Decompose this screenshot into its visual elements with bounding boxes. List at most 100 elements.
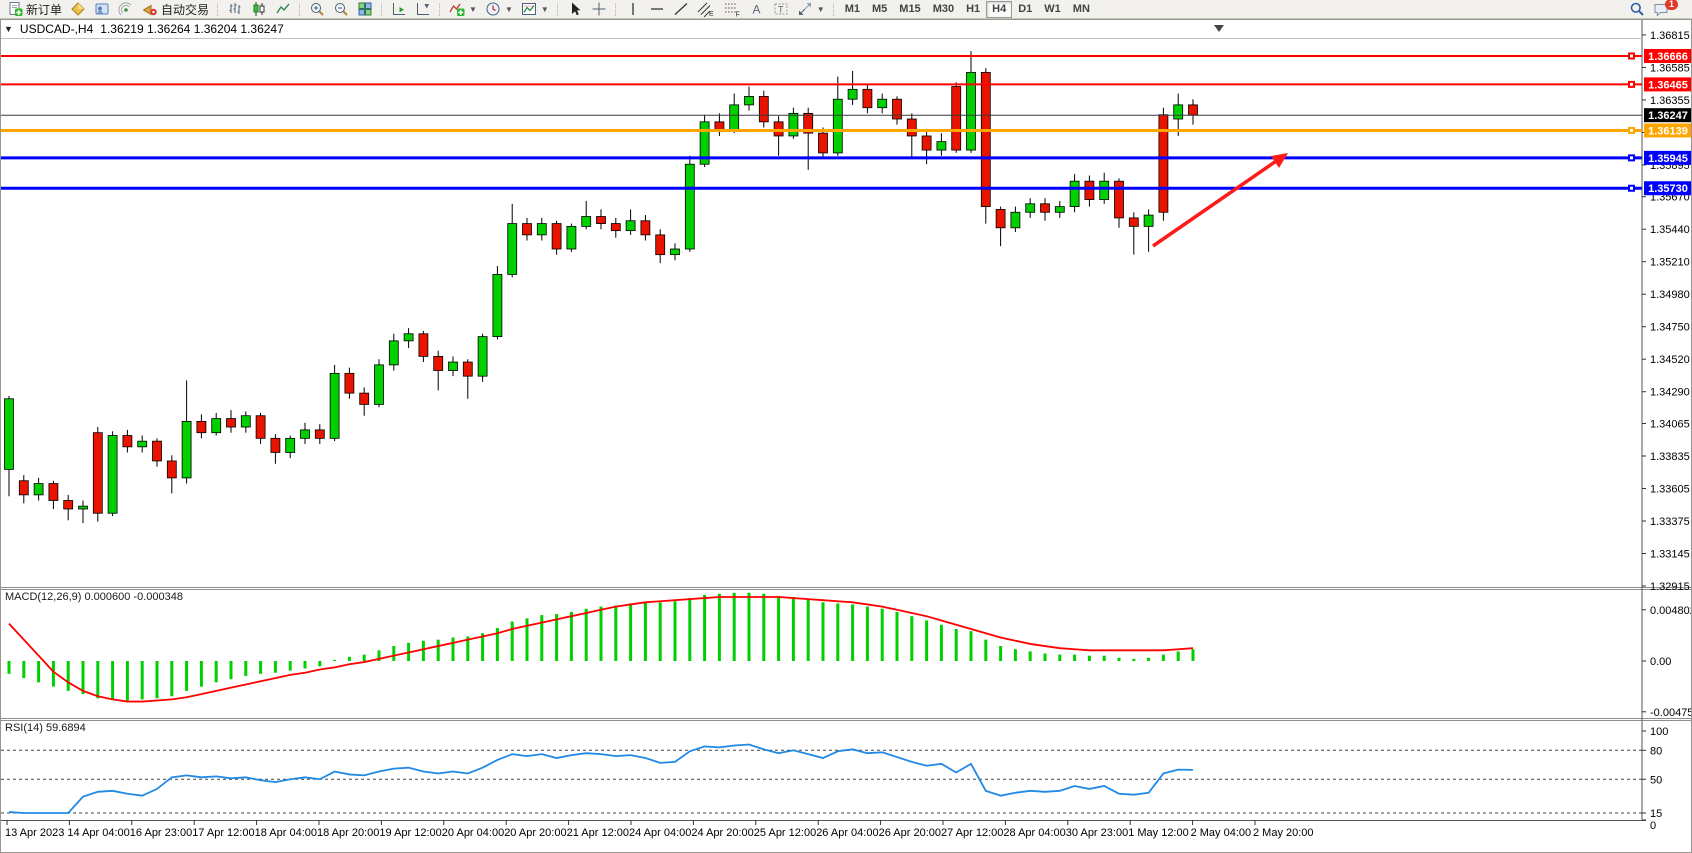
candlestick-chart-icon: [251, 1, 267, 17]
arrows-button[interactable]: ▼: [793, 1, 829, 18]
auto-scroll-button[interactable]: [387, 1, 411, 18]
rsi-tick-label: 0: [1650, 820, 1656, 832]
timeframe-button-m5[interactable]: M5: [866, 1, 893, 18]
bull-candle: [403, 333, 414, 342]
bull-candle: [492, 274, 503, 338]
bar-chart-icon: [227, 1, 243, 17]
indicators-icon: [449, 1, 465, 17]
bear-candle: [980, 71, 991, 208]
zoom-in-button[interactable]: [305, 1, 329, 18]
rsi-tick-label: 50: [1650, 774, 1662, 786]
indicators-button[interactable]: ▼: [445, 1, 481, 18]
price-tick-label: 1.34520: [1650, 354, 1690, 366]
timeframe-button-m30[interactable]: M30: [927, 1, 960, 18]
auto-scroll-icon: [391, 1, 407, 17]
zoom-out-button[interactable]: [329, 1, 353, 18]
rsi-tick-label: 100: [1650, 726, 1668, 738]
bear-candle: [921, 135, 932, 151]
macd-tick-label: 0.00: [1650, 656, 1671, 668]
timeframe-button-w1[interactable]: W1: [1038, 1, 1067, 18]
bear-candle: [92, 432, 103, 514]
bear-candle: [951, 86, 962, 151]
cursor-button[interactable]: [563, 1, 587, 18]
bull-candle: [1025, 203, 1036, 213]
time-tick-label: 18 Apr 04:00: [255, 827, 317, 839]
search-button[interactable]: [1625, 1, 1649, 18]
bear-candle: [226, 418, 236, 428]
templates-button[interactable]: ▼: [517, 1, 553, 18]
profiles-button[interactable]: [90, 1, 114, 18]
bull-candle: [1173, 104, 1184, 120]
text-button[interactable]: A: [745, 1, 769, 18]
timeframe-button-d1[interactable]: D1: [1012, 1, 1038, 18]
timeframe-button-h4[interactable]: H4: [986, 0, 1013, 18]
price-badge: [1644, 77, 1692, 92]
toolbar-separator: [614, 2, 617, 16]
bear-candle: [906, 118, 917, 137]
trendline-button[interactable]: [669, 1, 693, 18]
time-tick-label: 19 Apr 12:00: [379, 827, 441, 839]
annotation-arrow-head: [1271, 153, 1288, 168]
price-badge-label: 1.36666: [1648, 51, 1688, 63]
chart-canvas[interactable]: 1.368151.365851.363551.361251.358951.356…: [1, 20, 1692, 852]
main-toolbar: 新订单 自动交易 ▼ ▼ ▼ E F A T ▼: [0, 0, 1692, 19]
timeframe-button-mn[interactable]: MN: [1067, 1, 1096, 18]
vertical-line-button[interactable]: [621, 1, 645, 18]
price-badge: [1644, 123, 1692, 138]
horizontal-line-button[interactable]: [645, 1, 669, 18]
new-order-button[interactable]: 新订单: [3, 1, 66, 18]
bear-candle: [270, 437, 281, 453]
price-badge-label: 1.35730: [1648, 183, 1688, 195]
bar-chart-button[interactable]: [223, 1, 247, 18]
bull-candle: [684, 163, 695, 250]
crosshair-button[interactable]: [587, 1, 611, 18]
timeframe-button-h1[interactable]: H1: [960, 1, 986, 18]
timeframe-button-m1[interactable]: M1: [839, 1, 866, 18]
time-tick-label: 20 Apr 04:00: [442, 827, 504, 839]
price-badge-label: 1.36139: [1648, 125, 1688, 137]
line-handle-dot: [1630, 156, 1633, 160]
notifications-button[interactable]: 1: [1649, 0, 1689, 18]
time-tick-label: 18 Apr 20:00: [317, 827, 379, 839]
autotrade-button[interactable]: 自动交易: [138, 1, 213, 18]
price-tick-label: 1.34980: [1650, 289, 1690, 301]
horizontal-line-icon: [649, 1, 665, 17]
bull-candle: [966, 71, 976, 151]
bear-candle: [166, 460, 177, 479]
bull-candle: [1069, 180, 1080, 208]
bull-candle: [78, 505, 88, 510]
signals-button[interactable]: [114, 1, 138, 18]
periods-button[interactable]: ▼: [481, 1, 517, 18]
bear-candle: [640, 220, 651, 236]
macd-signal-line: [8, 596, 1194, 703]
time-tick-label: 28 Apr 04:00: [1003, 827, 1065, 839]
bear-candle: [655, 234, 666, 256]
bear-candle: [255, 415, 266, 439]
time-tick-label: 25 Apr 12:00: [754, 827, 816, 839]
timeframe-button-m15[interactable]: M15: [893, 1, 926, 18]
bear-candle: [314, 429, 325, 439]
bear-candle: [758, 95, 769, 123]
market-depth-button[interactable]: [66, 1, 90, 18]
collapse-icon[interactable]: ▼: [4, 24, 13, 34]
line-chart-button[interactable]: [271, 1, 295, 18]
search-icon: [1629, 1, 1645, 17]
bear-candle: [610, 223, 621, 232]
fibonacci-button[interactable]: F: [719, 1, 745, 18]
candlestick-chart-button[interactable]: [247, 1, 271, 18]
chevron-down-icon: ▼: [504, 4, 513, 14]
chart-shift-button[interactable]: [411, 1, 435, 18]
chevron-down-icon: ▼: [469, 4, 477, 14]
bull-candle: [788, 112, 799, 137]
bear-candle: [803, 112, 814, 134]
price-tick-label: 1.34290: [1650, 387, 1690, 399]
bull-candle: [448, 361, 458, 371]
notification-badge: 1: [1665, 0, 1678, 10]
zoom-in-icon: [309, 1, 325, 17]
channel-button[interactable]: E: [693, 1, 719, 18]
line-handle-dot: [1630, 186, 1633, 190]
text-label-button[interactable]: T: [769, 1, 793, 18]
bull-candle: [581, 216, 592, 227]
tile-windows-button[interactable]: [353, 1, 377, 18]
